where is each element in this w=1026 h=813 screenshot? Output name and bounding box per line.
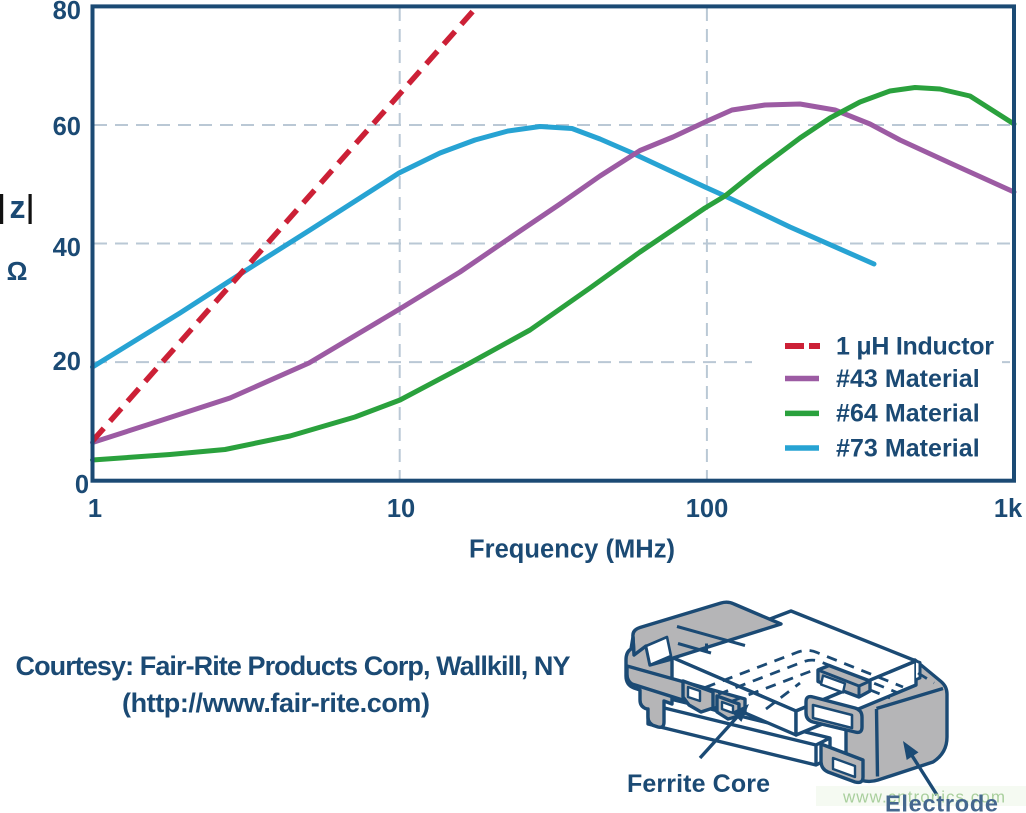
svg-text:20: 20 [53,348,81,376]
svg-text:(http://www.fair-rite.com): (http://www.fair-rite.com) [122,688,430,718]
svg-text:10: 10 [387,495,415,523]
svg-text:1k: 1k [994,495,1023,523]
svg-text:Electrode: Electrode [885,791,998,813]
svg-text:www.cntronics.com: www.cntronics.com [842,788,1005,807]
svg-text:#73 Material: #73 Material [836,435,980,463]
svg-text:Courtesy: Fair-Rite Products C: Courtesy: Fair-Rite Products Corp, Wallk… [16,651,571,681]
svg-text:40: 40 [53,234,81,262]
svg-text:#64 Material: #64 Material [836,400,980,428]
svg-text:100: 100 [686,495,729,523]
svg-text:Ω: Ω [7,256,28,286]
svg-text:Frequency (MHz): Frequency (MHz) [469,536,675,564]
svg-text:1: 1 [88,495,102,523]
svg-text:60: 60 [53,113,81,141]
svg-text:Ferrite Core: Ferrite Core [627,770,770,798]
svg-text:#43 Material: #43 Material [836,365,980,393]
svg-text:80: 80 [53,0,81,25]
svg-text:z: z [10,189,26,225]
svg-text:1 μH Inductor: 1 μH Inductor [836,333,994,361]
svg-text:0: 0 [75,471,89,499]
